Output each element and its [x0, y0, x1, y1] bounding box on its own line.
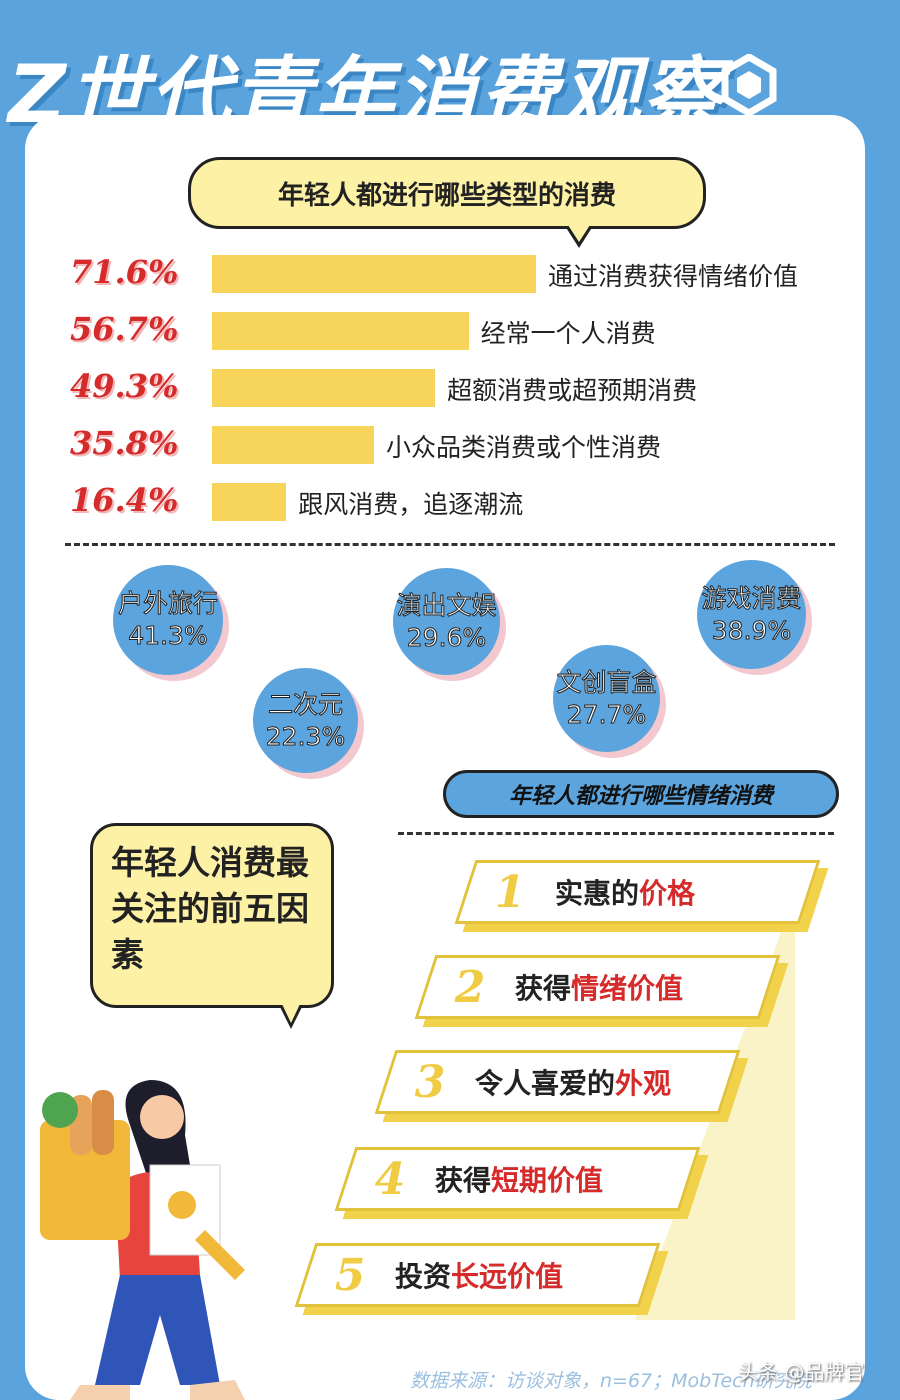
factor-text-highlight: 外观: [615, 1067, 672, 1100]
factor-item: 5 投资长远价值: [294, 1243, 669, 1315]
section3-heading: 年轻人消费最关注的前五因素: [111, 843, 309, 974]
factor-text-highlight: 价格: [639, 877, 696, 910]
factor-rank: 4: [374, 1153, 406, 1205]
factor-text-prefix: 令人喜爱的: [475, 1067, 616, 1100]
bubble-value-label: 22.3%: [265, 721, 346, 751]
bubble: 游戏消费 38.9%: [697, 560, 806, 669]
factor-item: 1 实惠的价格: [454, 860, 829, 932]
factor-text-highlight: 短期价值: [491, 1164, 604, 1197]
bar-category-label: 通过消费获得情绪价值: [548, 262, 799, 291]
divider: [65, 543, 835, 546]
bar-value-label: 56.7%: [70, 310, 179, 348]
bubble-category-label: 游戏消费: [701, 583, 802, 613]
factor-rank: 2: [454, 961, 486, 1013]
data-source: 数据来源：访谈对象，n=67；MobTech研究院: [410, 1370, 812, 1392]
factor-text-prefix: 获得: [435, 1164, 492, 1197]
factor-text-prefix: 获得: [515, 972, 572, 1005]
section2-heading: 年轻人都进行哪些情绪消费: [508, 783, 773, 809]
bubble: 演出文娱 29.6%: [393, 568, 500, 675]
section1-heading-bubble: 年轻人都进行哪些类型的消费: [188, 157, 706, 248]
bar-value-label: 35.8%: [70, 424, 179, 462]
bubble-value-label: 38.9%: [711, 615, 792, 645]
bubble-value-label: 41.3%: [128, 621, 208, 651]
bar-value-label: 16.4%: [70, 481, 179, 519]
section3-heading-bubble: 年轻人消费最关注的前五因素: [90, 823, 334, 1029]
watermark: 头条 @品牌官: [738, 1360, 865, 1384]
bubble: 二次元 22.3%: [253, 668, 358, 773]
factor-text: 令人喜爱的外观: [475, 1062, 671, 1102]
bar-value-label: 71.6%: [70, 253, 179, 291]
bubble-category-label: 二次元: [267, 689, 343, 719]
factor-text-prefix: 实惠的: [555, 877, 640, 910]
camera-shutter-icon: [721, 54, 777, 116]
factor-item: 2 获得情绪价值: [414, 955, 789, 1027]
section1-heading: 年轻人都进行哪些类型的消费: [277, 180, 616, 211]
factor-rank: 5: [334, 1249, 366, 1301]
bubble-value-label: 27.7%: [566, 699, 647, 729]
factor-text-highlight: 长远价值: [451, 1260, 564, 1293]
bubble-category-label: 户外旅行: [117, 589, 218, 619]
bubble: 户外旅行 41.3%: [113, 565, 223, 675]
bar-category-label: 小众品类消费或个性消费: [386, 433, 662, 462]
bar-category-label: 经常一个人消费: [480, 319, 656, 348]
bar: [212, 255, 536, 293]
bar: [212, 426, 374, 464]
bubble-category-label: 演出文娱: [396, 590, 497, 620]
bar-category-label: 跟风消费，追逐潮流: [298, 490, 524, 519]
factor-rank: 1: [494, 866, 526, 918]
factor-text: 获得短期价值: [435, 1159, 603, 1199]
section2-heading-pill: 年轻人都进行哪些情绪消费: [443, 770, 839, 818]
bubble-value-label: 29.6%: [406, 622, 487, 652]
bar-value-label: 49.3%: [70, 367, 179, 405]
factor-text: 获得情绪价值: [515, 967, 683, 1007]
factor-item: 3 令人喜爱的外观: [374, 1050, 749, 1122]
factor-item: 4 获得短期价值: [334, 1147, 709, 1219]
factor-text-prefix: 投资: [395, 1260, 452, 1293]
factor-text: 投资长远价值: [395, 1255, 563, 1295]
factor-text-highlight: 情绪价值: [571, 972, 684, 1005]
factor-text: 实惠的价格: [555, 872, 695, 912]
shopper-illustration: [40, 1080, 245, 1400]
bar-category-label: 超额消费或超预期消费: [447, 376, 698, 405]
bubble-category-label: 文创盲盒: [556, 667, 657, 697]
bar: [212, 312, 469, 350]
bubble: 文创盲盒 27.7%: [553, 645, 660, 752]
divider: [398, 832, 834, 835]
bar: [212, 483, 287, 521]
bar: [212, 369, 436, 407]
factor-rank: 3: [414, 1056, 446, 1108]
